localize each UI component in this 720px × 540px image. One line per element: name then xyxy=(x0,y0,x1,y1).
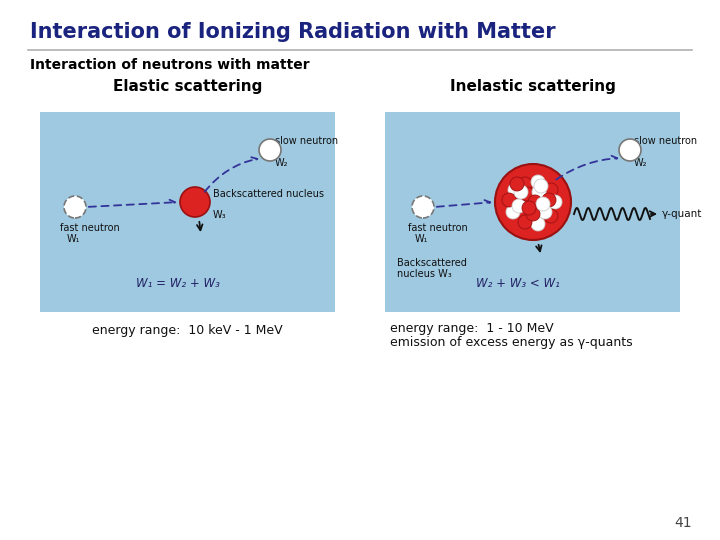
Circle shape xyxy=(544,183,558,197)
Bar xyxy=(385,112,680,312)
Text: energy range:  1 - 10 MeV: energy range: 1 - 10 MeV xyxy=(390,322,554,335)
Circle shape xyxy=(512,199,526,213)
Circle shape xyxy=(518,215,532,229)
Circle shape xyxy=(536,197,550,211)
Text: W₂: W₂ xyxy=(634,158,647,168)
Circle shape xyxy=(522,201,536,215)
Text: energy range:  10 keV - 1 MeV: energy range: 10 keV - 1 MeV xyxy=(92,324,283,337)
Text: Backscattered nucleus: Backscattered nucleus xyxy=(213,189,324,199)
Circle shape xyxy=(518,177,532,191)
Circle shape xyxy=(412,196,434,218)
Circle shape xyxy=(64,196,86,218)
Circle shape xyxy=(531,217,545,231)
Text: W₂ + W₃ < W₁: W₂ + W₃ < W₁ xyxy=(476,277,559,290)
Circle shape xyxy=(508,183,522,197)
Text: Inelastic scattering: Inelastic scattering xyxy=(449,79,616,94)
Text: slow neutron: slow neutron xyxy=(634,136,697,146)
Text: 41: 41 xyxy=(675,516,692,530)
Text: slow neutron: slow neutron xyxy=(275,136,338,146)
Text: nucleus W₃: nucleus W₃ xyxy=(397,269,451,279)
Circle shape xyxy=(538,205,552,219)
Text: fast neutron: fast neutron xyxy=(408,223,468,233)
Circle shape xyxy=(532,185,546,199)
Text: Interaction of Ionizing Radiation with Matter: Interaction of Ionizing Radiation with M… xyxy=(30,22,556,42)
Circle shape xyxy=(520,187,534,201)
Text: W₃: W₃ xyxy=(213,210,227,220)
Text: Backscattered: Backscattered xyxy=(397,258,467,268)
Text: W₁: W₁ xyxy=(415,234,428,244)
Text: emission of excess energy as γ-quants: emission of excess energy as γ-quants xyxy=(390,336,633,349)
Circle shape xyxy=(619,139,641,161)
Circle shape xyxy=(544,209,558,223)
Circle shape xyxy=(534,179,548,193)
Text: W₂: W₂ xyxy=(275,158,289,168)
Circle shape xyxy=(514,185,528,199)
Text: fast neutron: fast neutron xyxy=(60,223,120,233)
Circle shape xyxy=(495,164,571,240)
Circle shape xyxy=(510,177,524,191)
Circle shape xyxy=(528,195,542,209)
Circle shape xyxy=(542,193,556,207)
Text: W₁: W₁ xyxy=(67,234,81,244)
Bar xyxy=(40,112,335,312)
Circle shape xyxy=(531,175,545,189)
Circle shape xyxy=(506,205,520,219)
Circle shape xyxy=(548,195,562,209)
Circle shape xyxy=(259,139,281,161)
Circle shape xyxy=(502,193,516,207)
Text: W₁ = W₂ + W₃: W₁ = W₂ + W₃ xyxy=(135,277,220,290)
Circle shape xyxy=(180,187,210,217)
Text: Interaction of neutrons with matter: Interaction of neutrons with matter xyxy=(30,58,310,72)
Circle shape xyxy=(526,207,540,221)
Text: Elastic scattering: Elastic scattering xyxy=(113,79,262,94)
Text: γ-quant: γ-quant xyxy=(662,209,703,219)
